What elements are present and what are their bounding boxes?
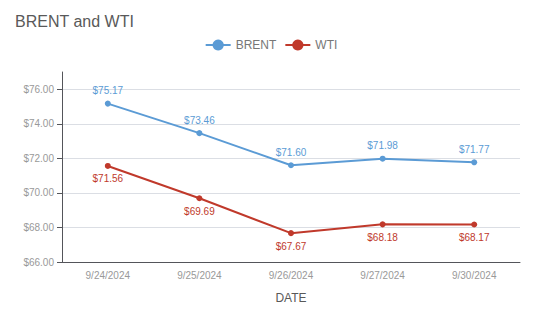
- svg-text:$68.18: $68.18: [367, 232, 398, 243]
- svg-text:$71.60: $71.60: [276, 147, 307, 158]
- svg-text:$68.17: $68.17: [459, 232, 490, 243]
- svg-text:$66.00: $66.00: [23, 257, 54, 268]
- svg-text:$71.56: $71.56: [93, 173, 124, 184]
- svg-text:$70.00: $70.00: [23, 187, 54, 198]
- svg-text:$72.00: $72.00: [23, 153, 54, 164]
- svg-text:$71.77: $71.77: [459, 144, 490, 155]
- svg-text:DATE: DATE: [275, 291, 306, 305]
- svg-text:$76.00: $76.00: [23, 84, 54, 95]
- svg-text:BRENT: BRENT: [236, 38, 277, 52]
- svg-text:$68.00: $68.00: [23, 222, 54, 233]
- svg-text:$74.00: $74.00: [23, 118, 54, 129]
- svg-text:9/26/2024: 9/26/2024: [269, 270, 314, 281]
- svg-text:BRENT and WTI: BRENT and WTI: [15, 13, 134, 30]
- svg-text:9/24/2024: 9/24/2024: [86, 270, 131, 281]
- svg-text:$73.46: $73.46: [184, 115, 215, 126]
- svg-text:9/25/2024: 9/25/2024: [177, 270, 222, 281]
- svg-text:$71.98: $71.98: [367, 140, 398, 151]
- svg-text:$75.17: $75.17: [93, 85, 124, 96]
- svg-text:9/27/2024: 9/27/2024: [360, 270, 405, 281]
- svg-text:9/30/2024: 9/30/2024: [452, 270, 497, 281]
- svg-text:WTI: WTI: [315, 38, 337, 52]
- svg-text:$69.69: $69.69: [184, 206, 215, 217]
- svg-text:$67.67: $67.67: [276, 241, 307, 252]
